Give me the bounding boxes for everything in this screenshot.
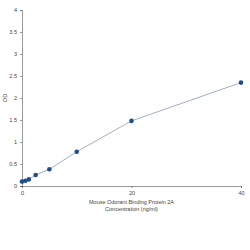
tick-label: 1.5 bbox=[9, 117, 17, 123]
tick-label: 4 bbox=[14, 7, 17, 13]
x-axis-title-line: Mouse Odorant Binding Protein 2A bbox=[89, 199, 174, 205]
marks bbox=[20, 80, 244, 184]
chart: 0 20 40 0 0.5 1 1.5 2 2.5 3 3.5 4 Mouse Odorant Bind… bbox=[0, 0, 250, 250]
point bbox=[74, 149, 79, 154]
tick-mark bbox=[132, 186, 133, 188]
line bbox=[22, 83, 241, 182]
tick: 2.5 bbox=[9, 73, 22, 79]
point bbox=[47, 167, 52, 172]
tick: 20 bbox=[129, 186, 135, 196]
tick-label: 2.5 bbox=[9, 73, 17, 79]
plot: 0 20 40 0 0.5 1 1.5 2 2.5 3 3.5 4 Mouse Odorant Bind… bbox=[2, 7, 245, 212]
tick: 4 bbox=[14, 7, 22, 13]
tick: 1 bbox=[14, 139, 22, 145]
tick: 40 bbox=[238, 186, 244, 196]
tick-mark bbox=[20, 98, 22, 99]
tick-mark bbox=[20, 32, 22, 33]
tick: 0.5 bbox=[9, 161, 22, 167]
tick-mark bbox=[20, 120, 22, 121]
y-axis: 0 0.5 1 1.5 2 2.5 3 3.5 4 bbox=[9, 7, 22, 189]
tick-mark bbox=[20, 142, 22, 143]
tick-mark bbox=[20, 76, 22, 77]
tick: 3 bbox=[14, 51, 22, 57]
point bbox=[239, 80, 244, 85]
tick-mark bbox=[20, 54, 22, 55]
tick-mark bbox=[20, 186, 22, 187]
point bbox=[129, 119, 134, 124]
x-axis-title: Mouse Odorant Binding Protein 2AConcentr… bbox=[89, 199, 174, 212]
point bbox=[33, 173, 38, 178]
tick-mark bbox=[20, 10, 22, 11]
tick: 0 bbox=[14, 183, 22, 189]
x-axis-title-line: Concentration (ng/ml) bbox=[105, 206, 158, 212]
tick-label: 1 bbox=[14, 139, 17, 145]
tick: 0 bbox=[21, 186, 24, 196]
y-axis-title: OD bbox=[2, 94, 8, 102]
tick-label: 0 bbox=[14, 183, 17, 189]
tick-label: 0.5 bbox=[9, 161, 17, 167]
tick-label: 3 bbox=[14, 51, 17, 57]
tick-mark bbox=[241, 186, 242, 188]
point bbox=[27, 177, 32, 182]
tick-label: 3.5 bbox=[9, 29, 17, 35]
tick-label: 40 bbox=[238, 190, 244, 196]
axis-line bbox=[20, 11, 23, 187]
tick-label: 2 bbox=[14, 95, 17, 101]
tick: 2 bbox=[14, 95, 22, 101]
x-axis: 0 20 40 bbox=[21, 186, 245, 196]
tick-label: 20 bbox=[129, 190, 135, 196]
tick: 3.5 bbox=[9, 29, 22, 35]
axis-line bbox=[23, 187, 242, 189]
tick: 1.5 bbox=[9, 117, 22, 123]
tick-mark bbox=[20, 164, 22, 165]
tick-label: 0 bbox=[21, 190, 24, 196]
